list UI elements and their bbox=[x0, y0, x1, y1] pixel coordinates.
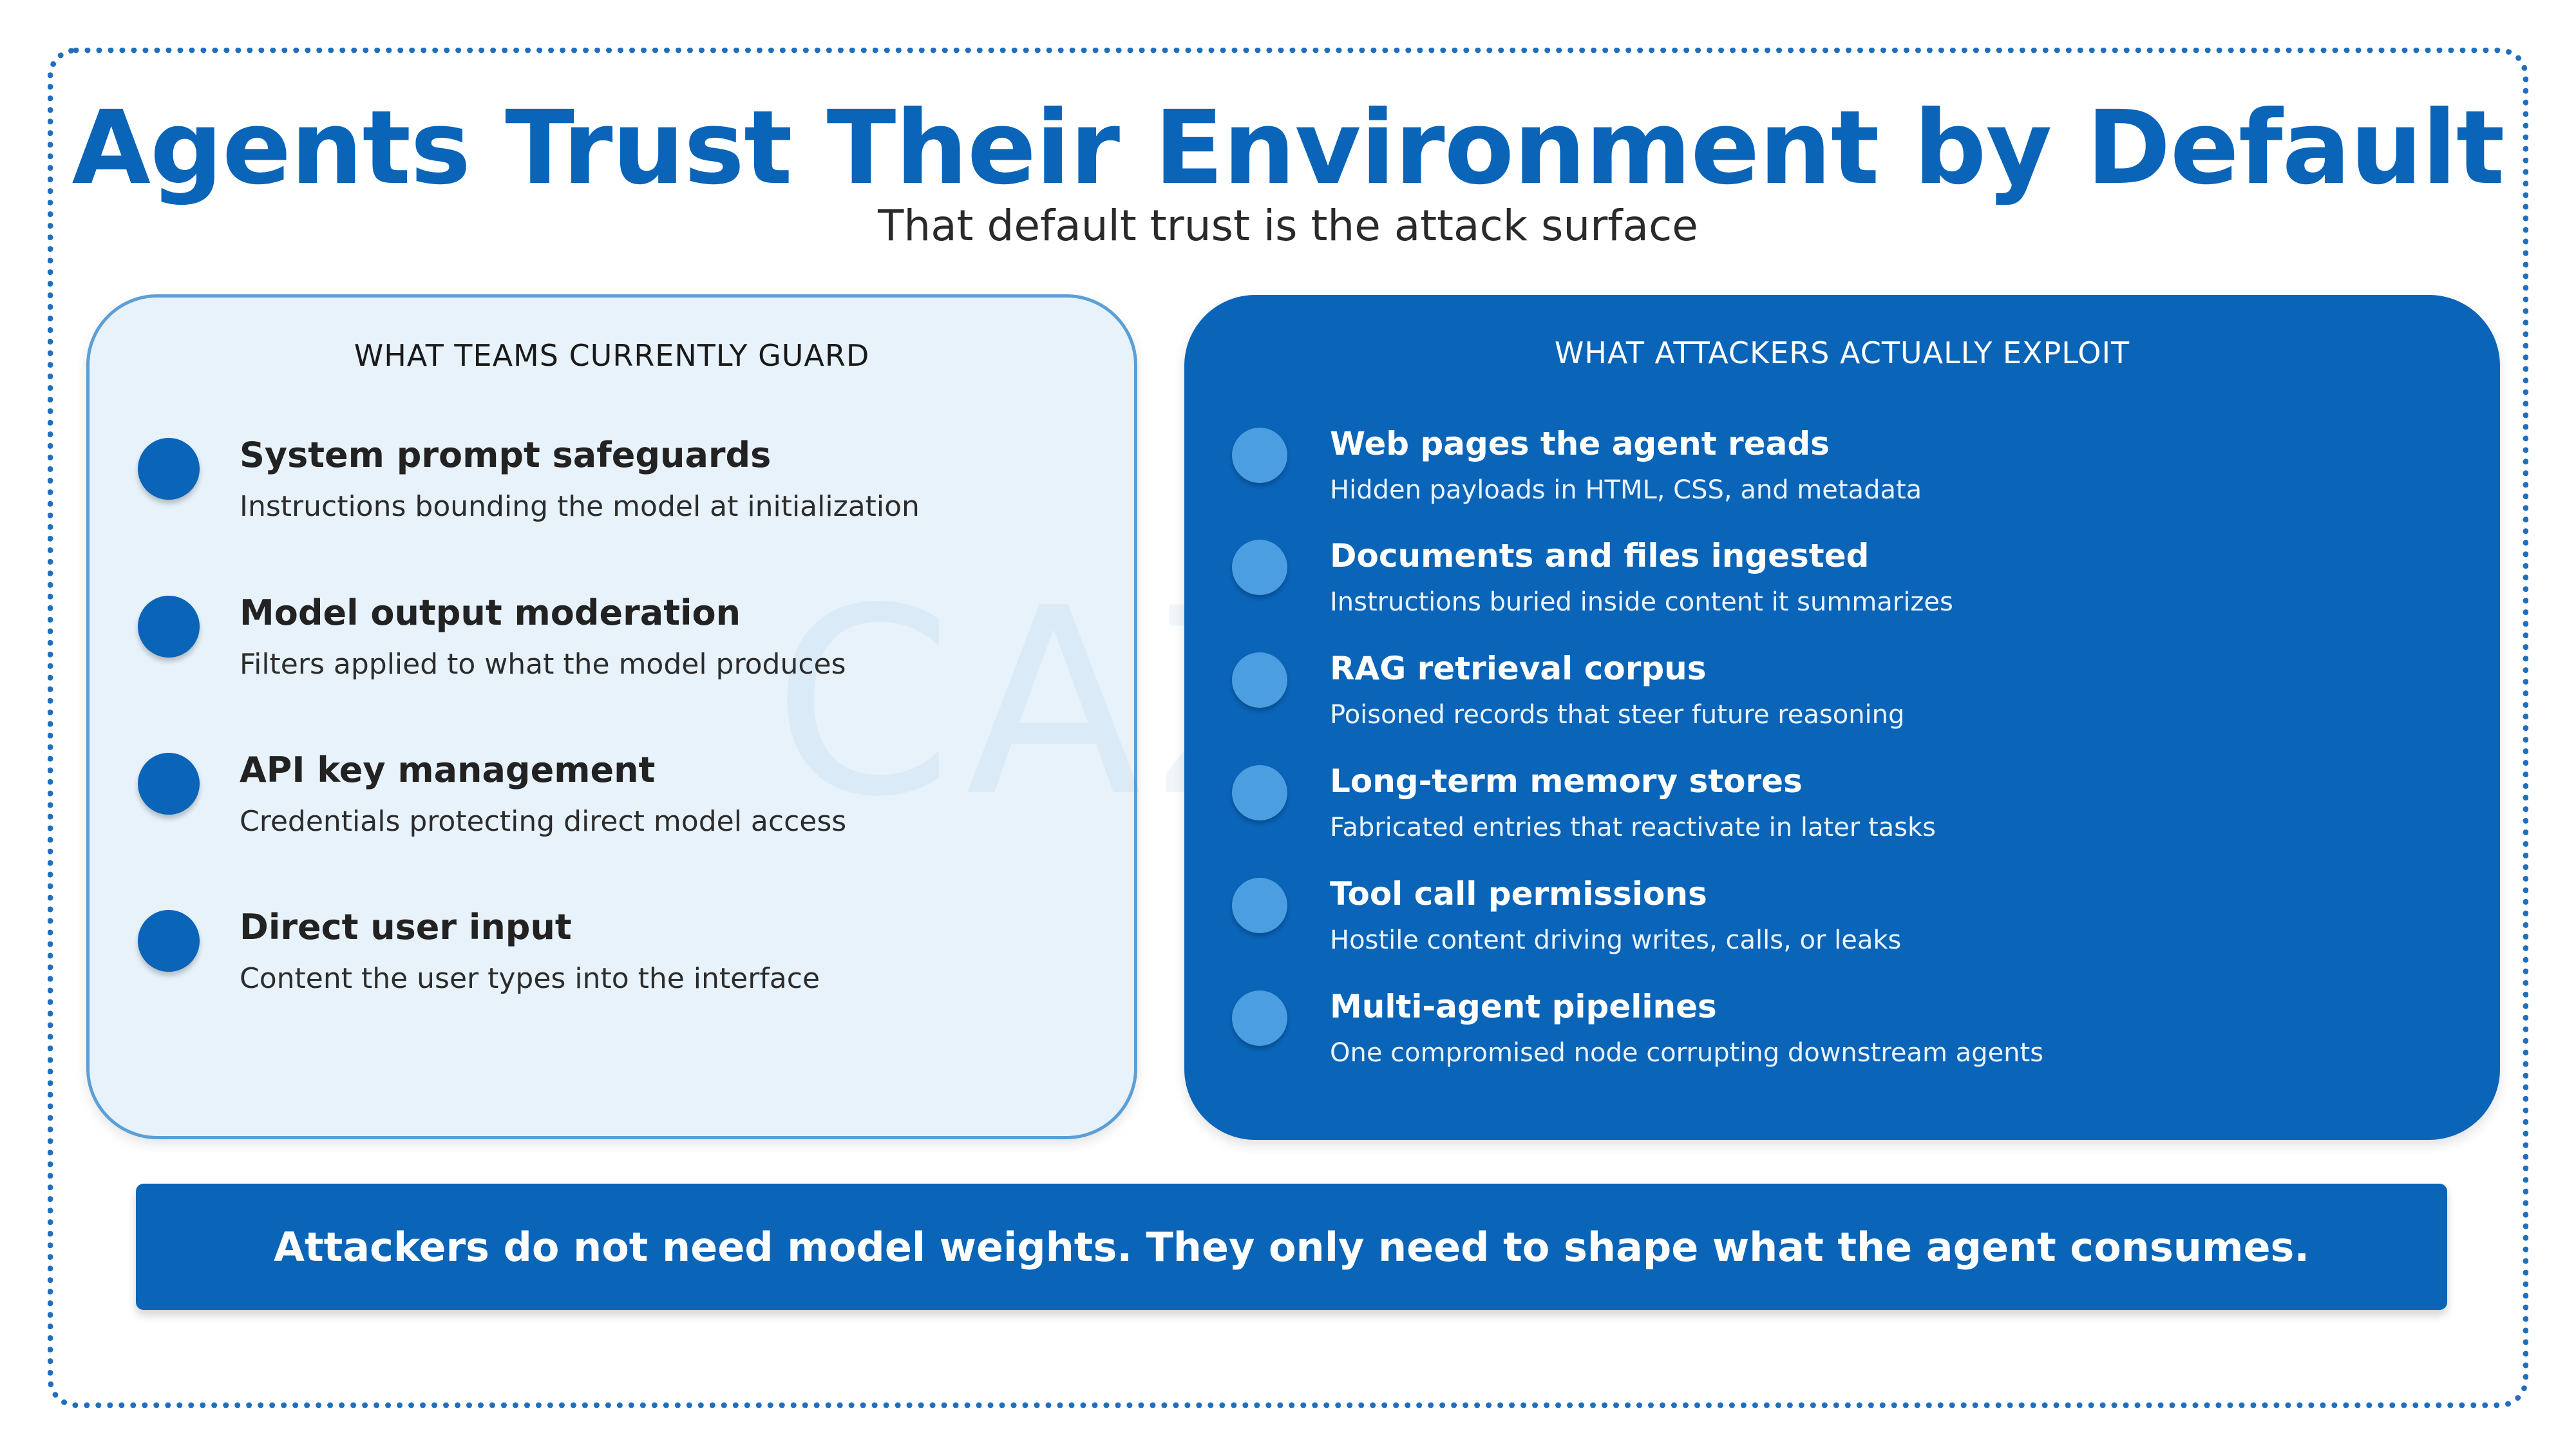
bullet-dot-icon bbox=[138, 438, 200, 500]
list-item: System prompt safeguards Instructions bo… bbox=[90, 435, 1134, 564]
page-title: Agents Trust Their Environment by Defaul… bbox=[71, 89, 2505, 207]
bullet-dot-icon bbox=[138, 910, 200, 972]
page-subtitle: That default trust is the attack surface bbox=[878, 201, 1698, 251]
item-title: Long-term memory stores bbox=[1330, 762, 1803, 800]
item-title: Documents and files ingested bbox=[1330, 537, 1870, 574]
item-description: One compromised node corrupting downstre… bbox=[1330, 1038, 2044, 1068]
item-title: RAG retrieval corpus bbox=[1330, 650, 1707, 687]
bullet-dot-icon bbox=[138, 596, 200, 658]
dotted-border-frame bbox=[48, 48, 2528, 1408]
list-item: RAG retrieval corpus Poisoned records th… bbox=[1184, 650, 2500, 759]
bullet-dot-icon bbox=[1232, 428, 1287, 483]
list-item: Tool call permissions Hostile content dr… bbox=[1184, 875, 2500, 985]
item-description: Instructions bounding the model at initi… bbox=[240, 490, 920, 523]
item-description: Poisoned records that steer future reaso… bbox=[1330, 700, 1905, 730]
list-item: Model output moderation Filters applied … bbox=[90, 592, 1134, 721]
bullet-dot-icon bbox=[1232, 540, 1287, 595]
current-guards-panel: WHAT TEAMS CURRENTLY GUARD System prompt… bbox=[86, 294, 1137, 1139]
banner-text: Attackers do not need model weights. The… bbox=[273, 1223, 2310, 1271]
list-item: Documents and files ingested Instruction… bbox=[1184, 537, 2500, 647]
attacker-exploits-panel: WHAT ATTACKERS ACTUALLY EXPLOIT Web page… bbox=[1184, 295, 2500, 1140]
item-description: Credentials protecting direct model acce… bbox=[240, 805, 847, 838]
item-description: Filters applied to what the model produc… bbox=[240, 648, 846, 681]
item-title: Web pages the agent reads bbox=[1330, 425, 1830, 462]
list-item: Long-term memory stores Fabricated entri… bbox=[1184, 762, 2500, 872]
item-description: Hostile content driving writes, calls, o… bbox=[1330, 925, 1902, 955]
bullet-dot-icon bbox=[1232, 878, 1287, 933]
bullet-dot-icon bbox=[1232, 990, 1287, 1046]
list-item: Web pages the agent reads Hidden payload… bbox=[1184, 425, 2500, 535]
item-title: Multi-agent pipelines bbox=[1330, 988, 1717, 1025]
key-takeaway-banner: Attackers do not need model weights. The… bbox=[136, 1184, 2447, 1310]
item-description: Fabricated entries that reactivate in la… bbox=[1330, 813, 1936, 842]
bullet-dot-icon bbox=[138, 753, 200, 815]
item-title: Model output moderation bbox=[240, 592, 741, 633]
item-description: Instructions buried inside content it su… bbox=[1330, 587, 1953, 617]
item-description: Content the user types into the interfac… bbox=[240, 962, 820, 995]
item-description: Hidden payloads in HTML, CSS, and metada… bbox=[1330, 475, 1922, 505]
item-title: API key management bbox=[240, 750, 656, 790]
current-guards-heading: WHAT TEAMS CURRENTLY GUARD bbox=[354, 338, 870, 373]
list-item: Direct user input Content the user types… bbox=[90, 907, 1134, 1036]
list-item: Multi-agent pipelines One compromised no… bbox=[1184, 988, 2500, 1097]
bullet-dot-icon bbox=[1232, 765, 1287, 820]
list-item: API key management Credentials protectin… bbox=[90, 750, 1134, 878]
item-title: System prompt safeguards bbox=[240, 435, 772, 475]
item-title: Tool call permissions bbox=[1330, 875, 1707, 913]
item-title: Direct user input bbox=[240, 907, 572, 947]
attacker-exploits-heading: WHAT ATTACKERS ACTUALLY EXPLOIT bbox=[1554, 336, 2130, 370]
bullet-dot-icon bbox=[1232, 652, 1287, 708]
